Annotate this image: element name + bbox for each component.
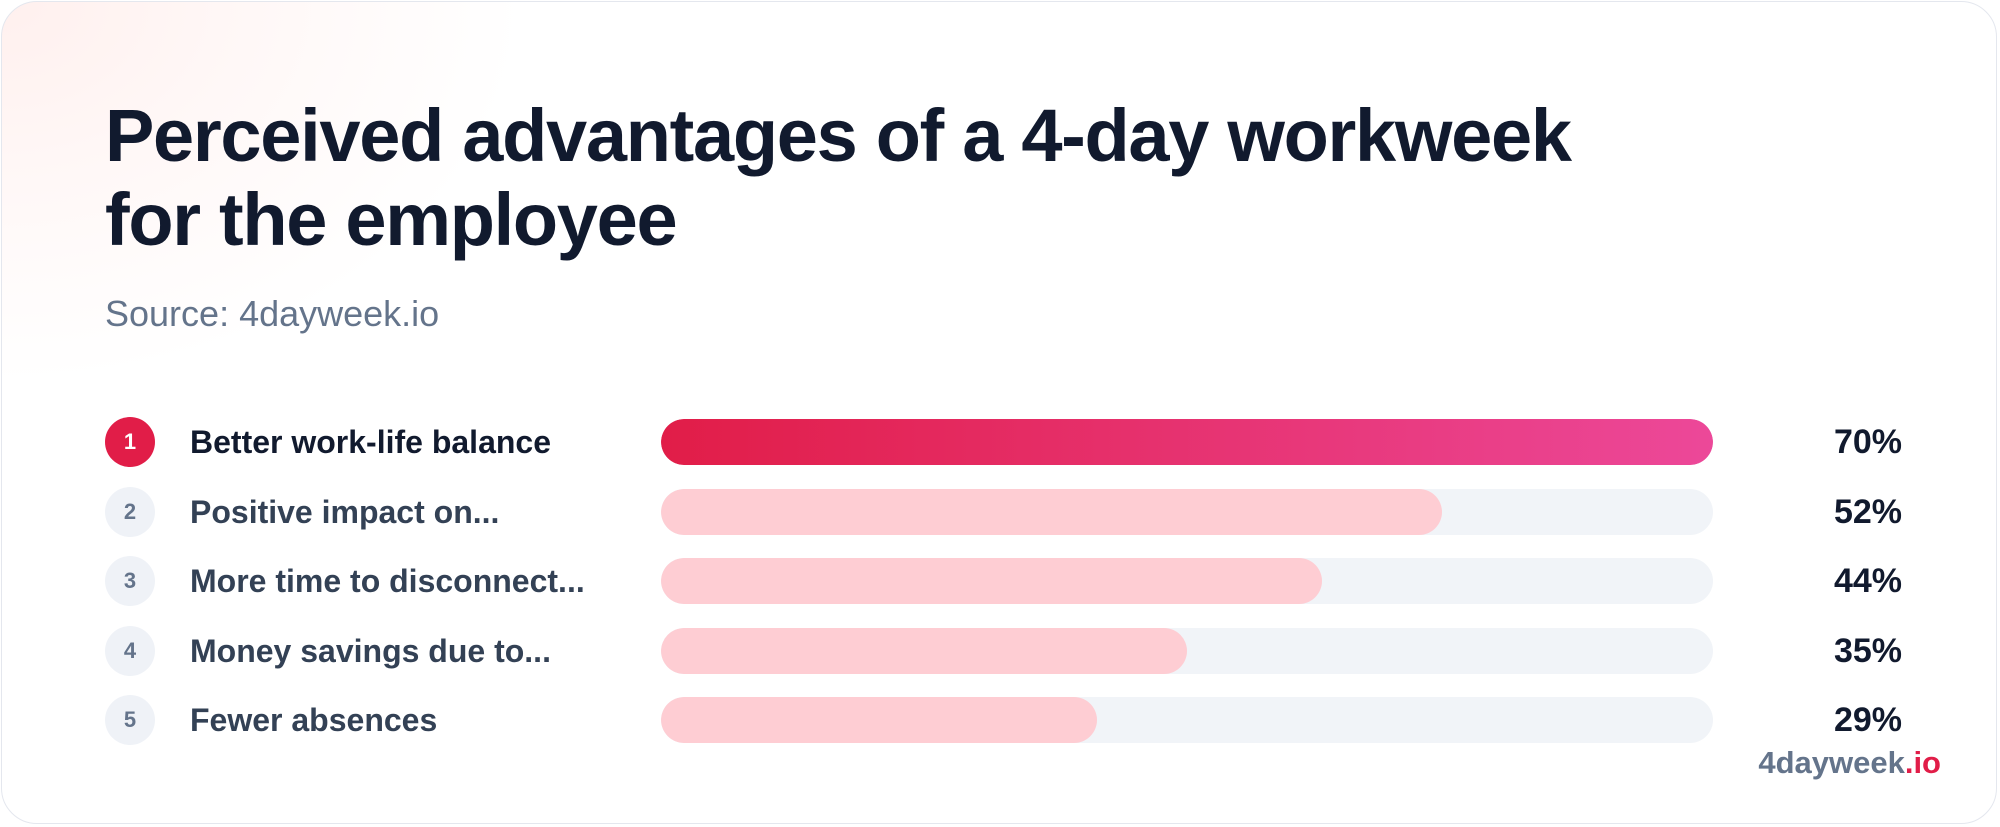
bar-track bbox=[661, 697, 1713, 743]
rank-badge: 4 bbox=[105, 625, 155, 676]
bar-row: 5 Fewer absences 29% bbox=[2, 695, 1996, 745]
value-label: 70% bbox=[1833, 423, 1902, 461]
bar bbox=[661, 627, 1187, 674]
bar bbox=[661, 697, 1097, 743]
bar-row: 3 More time to disconnect... 44% bbox=[2, 556, 1996, 606]
value-label: 29% bbox=[1833, 701, 1902, 739]
value-label: 44% bbox=[1833, 562, 1902, 600]
rank-badge: 3 bbox=[105, 556, 155, 606]
bar bbox=[661, 488, 1443, 535]
chart-title-line-1: Perceived advantages of a 4-day workweek bbox=[105, 94, 1572, 177]
chart-title: Perceived advantages of a 4-day workweek… bbox=[105, 94, 1665, 262]
category-label: More time to disconnect... bbox=[190, 563, 585, 599]
bar bbox=[661, 558, 1323, 604]
category-label: Money savings due to... bbox=[190, 632, 551, 669]
category-label: Positive impact on... bbox=[190, 493, 500, 530]
brand-logo: 4dayweek.io bbox=[1758, 743, 1941, 783]
bar-track bbox=[661, 419, 1713, 465]
category-label: Better work-life balance bbox=[190, 424, 551, 460]
chart-source: Source: 4dayweek.io bbox=[105, 293, 440, 334]
bar-row: 2 Positive impact on... 52% bbox=[2, 486, 1996, 537]
value-label: 35% bbox=[1833, 631, 1902, 670]
rank-badge: 1 bbox=[105, 417, 155, 467]
brand-tld: .io bbox=[1904, 745, 1941, 780]
category-label: Fewer absences bbox=[190, 702, 438, 738]
bar-track bbox=[661, 488, 1713, 535]
value-label: 52% bbox=[1833, 492, 1902, 531]
brand-name: 4dayweek bbox=[1758, 745, 1905, 780]
bar-row: 1 Better work-life balance 70% bbox=[2, 417, 1996, 467]
chart-title-line-2: for the employee bbox=[105, 178, 678, 261]
rank-badge: 5 bbox=[105, 695, 155, 745]
rank-badge: 2 bbox=[105, 486, 155, 537]
bar-track bbox=[661, 627, 1713, 674]
bar-track bbox=[661, 558, 1713, 604]
bar-row: 4 Money savings due to... 35% bbox=[2, 625, 1996, 676]
bar bbox=[661, 419, 1713, 465]
